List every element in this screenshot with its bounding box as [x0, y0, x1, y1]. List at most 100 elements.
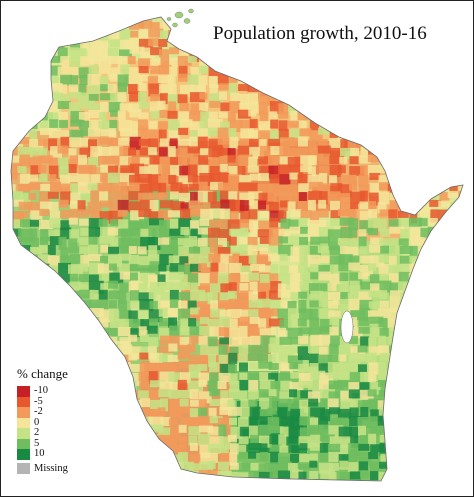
county-tile: [409, 461, 424, 470]
county-tile: [327, 57, 337, 69]
county-tile: [239, 380, 250, 391]
county-tile: [320, 85, 331, 99]
county-tile: [398, 310, 407, 320]
county-tile: [160, 398, 169, 412]
county-tile: [269, 174, 280, 184]
county-tile: [217, 272, 231, 284]
county-tile: [199, 102, 209, 111]
county-tile: [20, 120, 32, 129]
county-tile: [407, 344, 423, 353]
county-tile: [119, 128, 132, 137]
county-tile: [448, 237, 460, 249]
county-tile: [298, 49, 312, 58]
county-tile: [68, 300, 82, 312]
county-tile: [18, 102, 31, 114]
county-tile: [168, 317, 178, 331]
county-tile: [37, 318, 48, 330]
county-tile: [270, 381, 281, 390]
county-tile: [290, 74, 305, 84]
county-tile: [240, 272, 250, 283]
county-tile: [378, 182, 392, 191]
county-tile: [429, 362, 442, 373]
county-tile: [309, 130, 323, 142]
county-tile: [67, 328, 76, 337]
county-tile: [137, 128, 148, 142]
county-tile: [389, 300, 400, 313]
county-tile: [319, 326, 331, 337]
county-tile: [329, 156, 345, 165]
county-tile: [459, 334, 463, 346]
county-tile: [48, 165, 60, 179]
county-tile: [267, 407, 277, 415]
county-tile: [109, 146, 124, 157]
county-tile: [70, 75, 79, 88]
county-tile: [11, 20, 20, 31]
county-tile: [390, 399, 402, 412]
county-tile: [98, 146, 112, 156]
county-tile: [119, 318, 133, 328]
county-tile: [217, 417, 232, 429]
county-tile: [427, 417, 439, 427]
county-tile: [98, 56, 112, 68]
county-tile: [349, 73, 364, 87]
county-tile: [429, 154, 438, 162]
county-tile: [158, 65, 172, 75]
county-tile: [309, 417, 320, 427]
county-tile: [157, 462, 168, 472]
county-tile: [59, 344, 73, 356]
county-tile: [338, 84, 347, 98]
county-tile: [130, 300, 146, 309]
county-tile: [140, 319, 150, 331]
county-tile: [379, 280, 392, 293]
county-tile: [38, 155, 53, 164]
county-tile: [168, 130, 180, 141]
county-tile: [360, 371, 374, 382]
county-tile: [397, 174, 408, 185]
county-tile: [100, 388, 109, 396]
county-tile: [18, 336, 31, 349]
county-tile: [11, 328, 20, 336]
county-tile: [11, 291, 18, 301]
county-tile: [238, 436, 249, 445]
county-tile: [248, 379, 259, 392]
county-tile: [279, 371, 290, 381]
county-tile: [247, 47, 257, 60]
county-tile: [30, 318, 40, 329]
county-tile: [458, 174, 463, 187]
county-tile: [259, 247, 272, 257]
county-tile: [220, 283, 232, 293]
county-tile: [450, 373, 463, 386]
county-tile: [329, 83, 339, 92]
county-tile: [297, 353, 309, 361]
county-tile: [19, 20, 32, 28]
county-tile: [248, 219, 258, 230]
county-tile: [449, 400, 463, 409]
county-tile: [388, 156, 403, 166]
county-tile: [388, 361, 398, 369]
county-tile: [247, 101, 259, 114]
county-tile: [350, 310, 366, 321]
county-tile: [318, 416, 329, 430]
county-tile: [409, 255, 424, 263]
county-tile: [339, 472, 355, 481]
county-tile: [300, 155, 316, 166]
county-tile: [428, 110, 439, 120]
county-tile: [380, 228, 391, 237]
county-tile: [30, 210, 43, 222]
county-tile: [227, 56, 241, 70]
county-tile: [379, 128, 395, 141]
county-tile: [209, 416, 223, 424]
county-tile: [328, 112, 341, 125]
county-tile: [37, 309, 50, 318]
county-tile: [77, 92, 91, 104]
county-tile: [218, 372, 231, 382]
county-tile: [428, 55, 441, 64]
county-tile: [340, 147, 356, 159]
county-tile: [39, 101, 50, 111]
county-tile: [377, 111, 391, 124]
county-tile: [128, 407, 139, 418]
county-tile: [137, 82, 147, 91]
county-tile: [278, 273, 293, 285]
county-tile: [49, 300, 64, 308]
county-tile: [348, 389, 362, 399]
